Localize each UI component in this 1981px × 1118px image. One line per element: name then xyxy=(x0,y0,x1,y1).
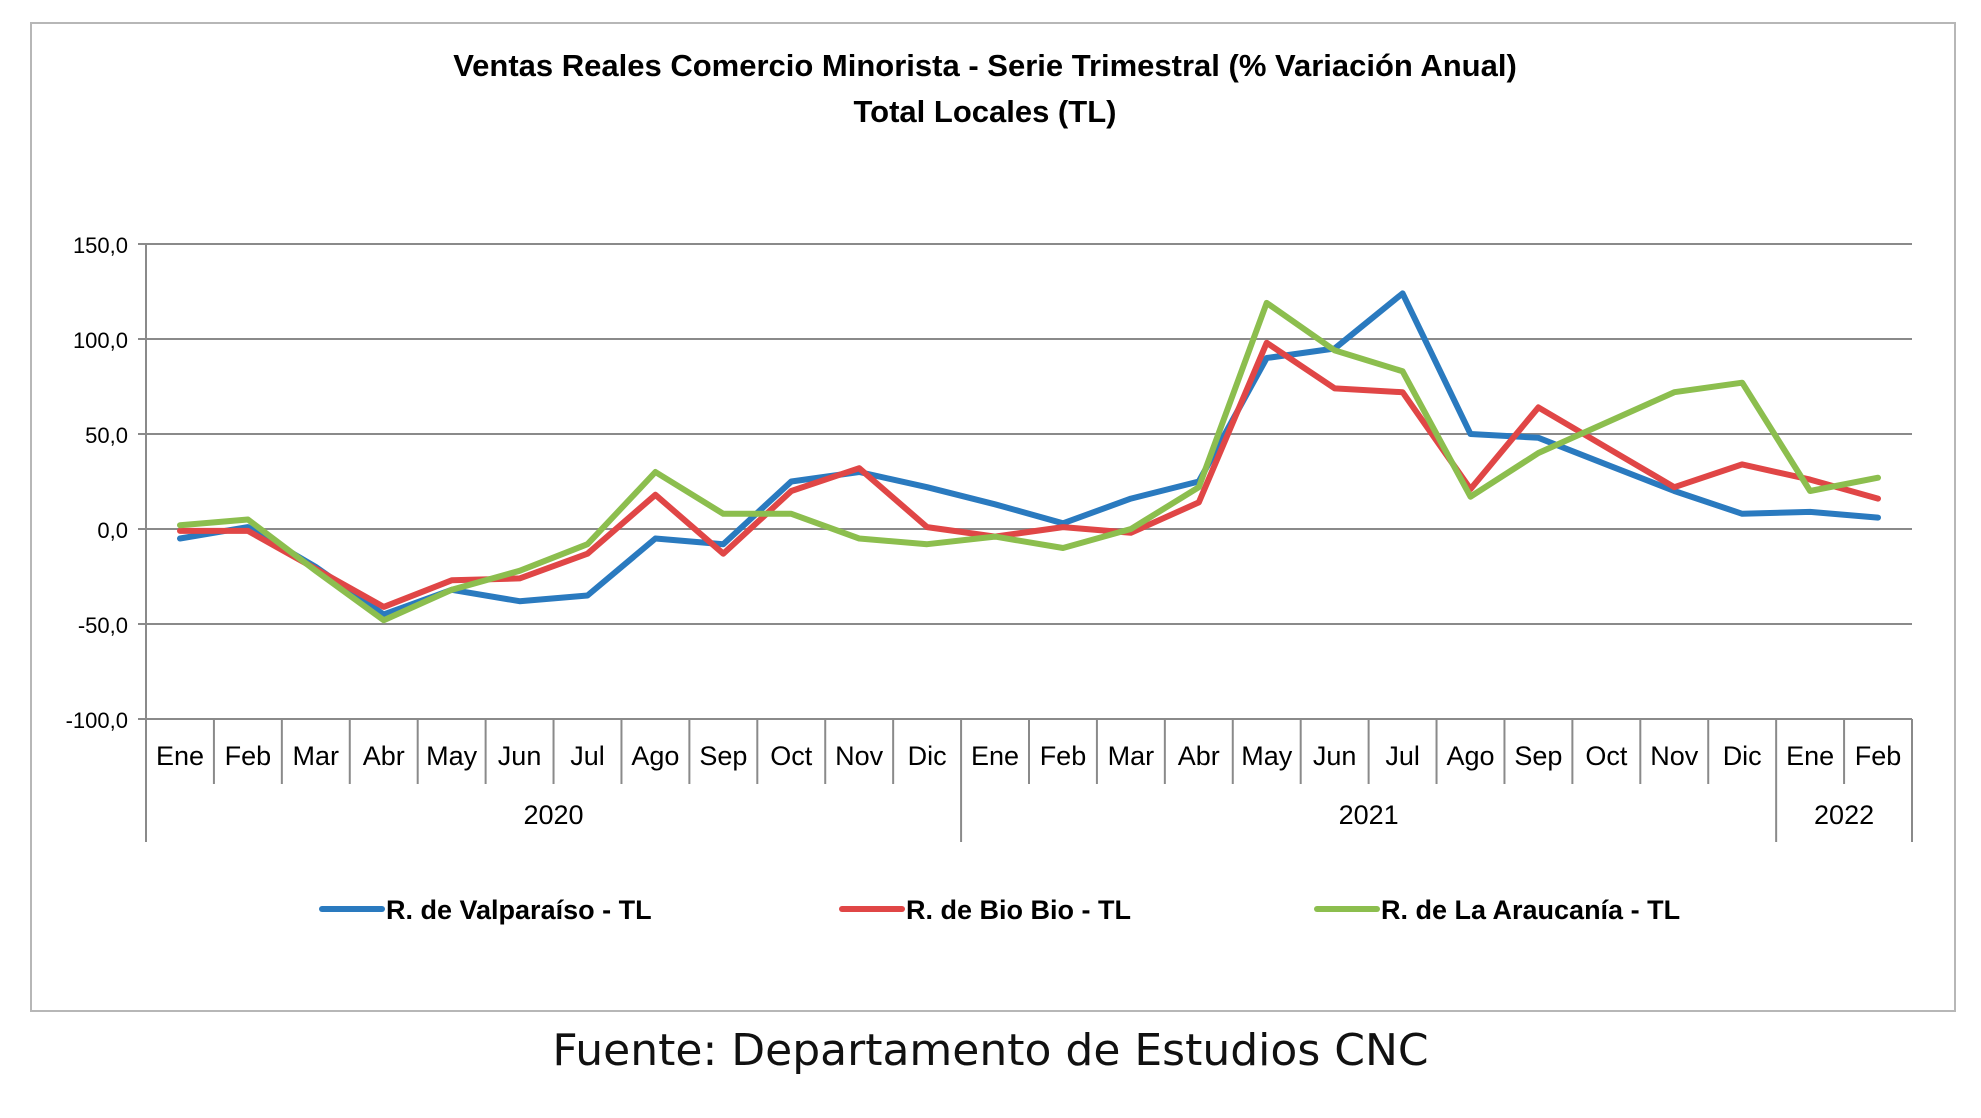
x-tick-label: Abr xyxy=(363,741,405,771)
line-chart: Ventas Reales Comercio Minorista - Serie… xyxy=(66,48,1913,925)
x-tick-label: Mar xyxy=(1108,741,1155,771)
y-tick-label: 0,0 xyxy=(97,518,128,543)
x-tick-label: Oct xyxy=(770,741,813,771)
x-tick-label: Ene xyxy=(971,741,1019,771)
x-tick-label: Jun xyxy=(1313,741,1357,771)
x-tick-label: Dic xyxy=(1723,741,1762,771)
chart-frame: Ventas Reales Comercio Minorista - Serie… xyxy=(30,22,1956,1012)
x-tick-label: May xyxy=(1241,741,1293,771)
y-tick-label: -50,0 xyxy=(78,613,128,638)
x-tick-label: May xyxy=(426,741,478,771)
x-axis-tick-labels: Ene Feb Mar Abr May Jun Jul Ago Sep Oct Nov Dic Ene F… xyxy=(156,741,1901,771)
x-group-label: 2020 xyxy=(523,800,583,830)
series-line-1 xyxy=(177,290,1881,618)
series-line-3 xyxy=(177,299,1881,624)
x-tick-label: Feb xyxy=(1855,741,1902,771)
y-axis-tick-labels: -100,0 -50,0 0,0 50,0 100,0 150,0 xyxy=(66,233,128,733)
x-tick-label: Feb xyxy=(225,741,272,771)
x-tick-label: Jun xyxy=(498,741,542,771)
x-tick-label: Mar xyxy=(293,741,340,771)
x-tick-label: Nov xyxy=(1650,741,1699,771)
series-line-2 xyxy=(177,339,1881,610)
chart-title: Ventas Reales Comercio Minorista - Serie… xyxy=(453,48,1517,83)
x-tick-label: Ene xyxy=(1786,741,1834,771)
x-tick-label: Jul xyxy=(570,741,605,771)
x-tick-label: Ago xyxy=(631,741,679,771)
y-tick-label: 100,0 xyxy=(73,328,128,353)
source-note: Fuente: Departamento de Estudios CNC xyxy=(552,1025,1429,1076)
y-tick-label: 50,0 xyxy=(85,423,128,448)
x-tick-label: Nov xyxy=(835,741,884,771)
x-tick-label: Oct xyxy=(1585,741,1628,771)
x-tick-label: Jul xyxy=(1385,741,1420,771)
x-group-label: 2021 xyxy=(1339,800,1399,830)
axes xyxy=(138,243,1913,842)
y-tick-label: -100,0 xyxy=(66,708,128,733)
x-tick-label: Dic xyxy=(908,741,947,771)
year-group-labels: 2020 2021 2022 xyxy=(523,800,1874,830)
x-tick-label: Ene xyxy=(156,741,204,771)
x-tick-label: Ago xyxy=(1446,741,1494,771)
x-tick-label: Feb xyxy=(1040,741,1087,771)
legend-label-2: R. de Bio Bio - TL xyxy=(906,895,1131,925)
chart-subtitle: Total Locales (TL) xyxy=(854,94,1117,129)
x-tick-label: Sep xyxy=(699,741,747,771)
legend-label-1: R. de Valparaíso - TL xyxy=(386,895,652,925)
legend-label-3: R. de La Araucanía - TL xyxy=(1381,895,1680,925)
x-tick-label: Sep xyxy=(1514,741,1562,771)
x-tick-label: Abr xyxy=(1178,741,1220,771)
y-tick-label: 150,0 xyxy=(73,233,128,258)
legend: R. de Valparaíso - TL R. de Bio Bio - TL R… xyxy=(319,895,1680,925)
x-group-label: 2022 xyxy=(1814,800,1874,830)
series-lines xyxy=(177,290,1881,624)
